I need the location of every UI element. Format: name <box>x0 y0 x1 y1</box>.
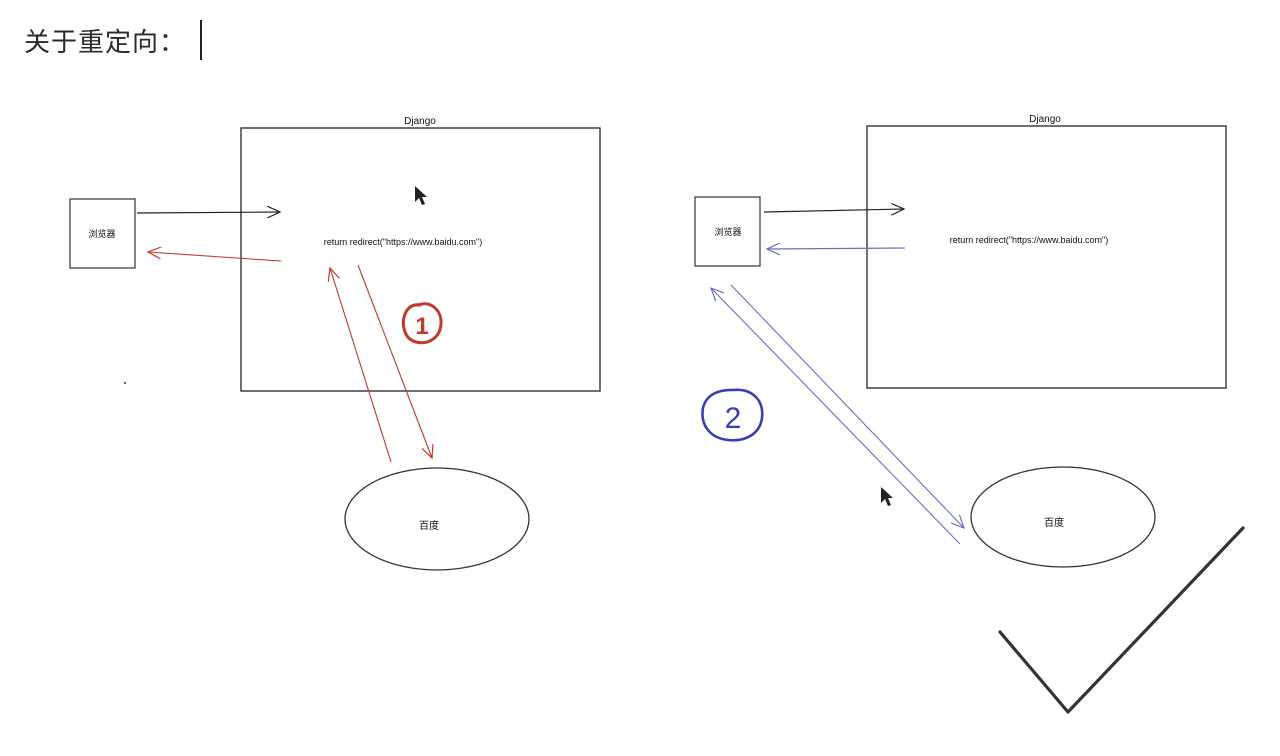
baidu-target-ellipse <box>970 466 1156 568</box>
target-label: 百度 <box>419 519 439 532</box>
page-title: 关于重定向： <box>24 28 187 58</box>
mouse-pointer-icon <box>415 186 427 205</box>
browser-label: 浏览器 <box>714 226 741 238</box>
server-label: Django <box>1029 114 1061 125</box>
django-server-box <box>866 125 1227 389</box>
redirect-code-text: return redirect("https://www.baidu.com") <box>324 237 482 247</box>
browser-label: 浏览器 <box>88 228 115 240</box>
target-label: 百度 <box>1044 516 1064 529</box>
server-label: Django <box>404 116 436 127</box>
server-to-baidu-arrow <box>357 264 432 458</box>
step-number: 2 <box>725 402 742 435</box>
baidu-to-browser-arrow <box>711 288 961 545</box>
mouse-pointer-icon <box>881 487 893 506</box>
request-arrow <box>763 209 904 212</box>
browser-box <box>69 198 136 269</box>
redirect-response-arrow <box>767 248 906 249</box>
diagram-step-2: Django 浏览器 return redirect("https://www.… <box>694 114 1227 568</box>
checkmark-icon <box>998 526 1245 714</box>
baidu-to-server-arrow <box>330 268 392 463</box>
step-number-badge-2: 2 <box>701 388 764 442</box>
django-server-box <box>240 127 601 392</box>
baidu-target-ellipse <box>344 467 530 571</box>
text-caret <box>200 20 202 60</box>
step-number-badge-1: 1 <box>401 302 443 345</box>
step-number: 1 <box>415 313 428 340</box>
request-arrow <box>136 212 280 213</box>
browser-to-baidu-arrow <box>730 284 964 528</box>
redirect-code-text: return redirect("https://www.baidu.com") <box>950 235 1108 245</box>
redirect-response-arrow <box>148 252 282 262</box>
browser-box <box>694 196 761 267</box>
diagram-step-1: Django 浏览器 return redirect("https://www.… <box>69 116 601 571</box>
stray-dot <box>123 381 127 385</box>
